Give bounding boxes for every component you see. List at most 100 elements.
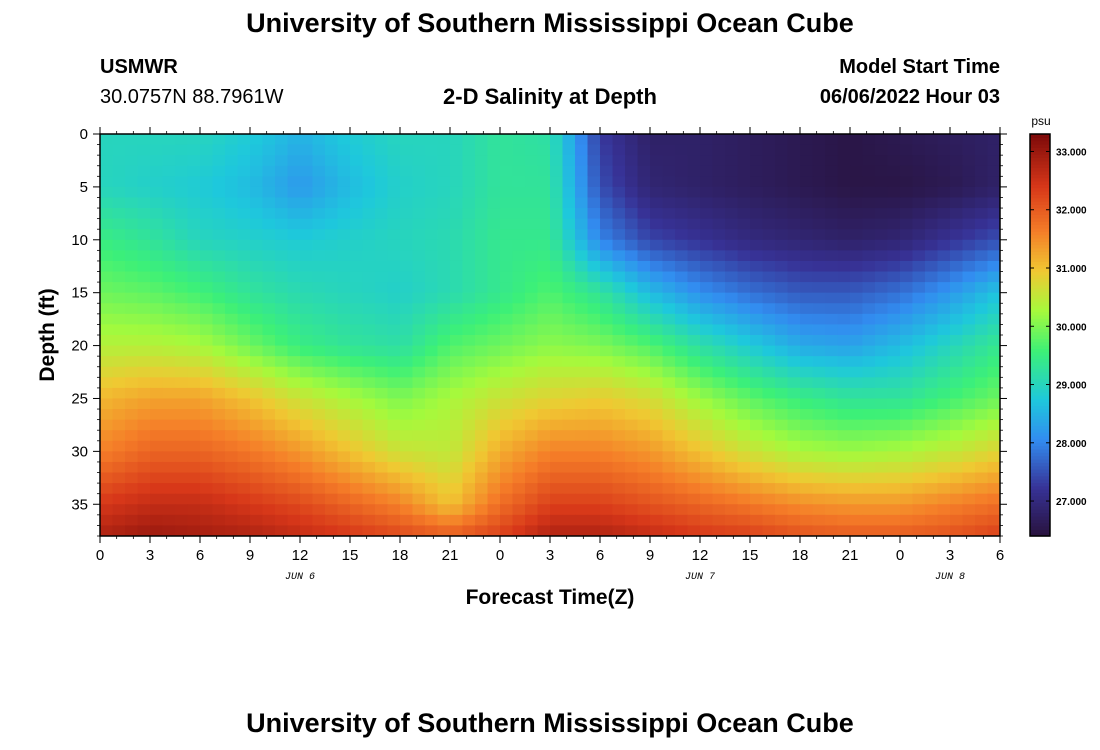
heatmap-cell bbox=[762, 461, 776, 474]
heatmap-cell bbox=[637, 377, 651, 389]
heatmap-cell bbox=[837, 313, 851, 326]
heatmap-cell bbox=[837, 514, 851, 527]
heatmap-cell bbox=[262, 155, 276, 167]
heatmap-cell bbox=[912, 239, 926, 251]
heatmap-cell bbox=[625, 134, 639, 146]
colorbar-segment bbox=[1030, 438, 1050, 443]
heatmap-cell bbox=[325, 419, 339, 431]
heatmap-cell bbox=[287, 377, 301, 389]
heatmap-cell bbox=[900, 271, 914, 283]
heatmap-cell bbox=[725, 514, 739, 527]
heatmap-cell bbox=[450, 377, 464, 389]
heatmap-cell bbox=[137, 377, 151, 389]
heatmap-cell bbox=[187, 366, 201, 378]
heatmap-cell bbox=[262, 303, 276, 315]
heatmap-cell bbox=[312, 155, 326, 167]
heatmap-cell bbox=[962, 324, 976, 336]
colorbar-segment bbox=[1030, 187, 1050, 192]
heatmap-cell bbox=[912, 165, 926, 177]
heatmap-cell bbox=[850, 260, 864, 273]
heatmap-cell bbox=[912, 197, 926, 209]
heatmap-cell bbox=[850, 303, 864, 315]
heatmap-cell bbox=[625, 430, 639, 442]
heatmap-cell bbox=[887, 324, 901, 336]
heatmap-cell bbox=[675, 356, 689, 368]
heatmap-cell bbox=[975, 440, 989, 452]
heatmap-cell bbox=[675, 345, 689, 357]
heatmap-cell bbox=[587, 292, 601, 304]
heatmap-cell bbox=[750, 218, 764, 230]
heatmap-cell bbox=[925, 377, 939, 389]
heatmap-cell bbox=[650, 239, 664, 251]
heatmap-cell bbox=[600, 260, 614, 273]
heatmap-cell bbox=[912, 134, 926, 146]
heatmap-cell bbox=[100, 514, 114, 527]
heatmap-cell bbox=[687, 387, 701, 400]
heatmap-cell bbox=[387, 155, 401, 167]
colorbar-segment bbox=[1030, 268, 1050, 272]
heatmap-cell bbox=[237, 239, 251, 251]
heatmap-cell bbox=[187, 197, 201, 209]
heatmap-cell bbox=[712, 260, 726, 273]
heatmap-cell bbox=[587, 313, 601, 326]
heatmap-cell bbox=[725, 229, 739, 241]
heatmap-cell bbox=[312, 165, 326, 177]
heatmap-cell bbox=[137, 409, 151, 421]
heatmap-cell bbox=[662, 282, 676, 294]
heatmap-cell bbox=[337, 271, 351, 283]
heatmap-cell bbox=[662, 419, 676, 431]
heatmap-cell bbox=[575, 303, 589, 315]
heatmap-cell bbox=[937, 155, 951, 167]
heatmap-cell bbox=[225, 313, 239, 326]
heatmap-cell bbox=[637, 324, 651, 336]
heatmap-cell bbox=[475, 504, 489, 516]
heatmap-cell bbox=[687, 525, 701, 536]
colorbar-segment bbox=[1030, 465, 1050, 470]
heatmap-cell bbox=[375, 144, 389, 156]
heatmap-cell bbox=[325, 335, 339, 347]
heatmap-cell bbox=[762, 155, 776, 167]
heatmap-cell bbox=[462, 483, 476, 495]
heatmap-cell bbox=[825, 134, 839, 146]
heatmap-cell bbox=[537, 218, 551, 230]
heatmap-cell bbox=[712, 451, 726, 463]
heatmap-cell bbox=[412, 345, 426, 357]
heatmap-cell bbox=[150, 398, 164, 410]
heatmap-cell bbox=[700, 134, 714, 146]
heatmap-cell bbox=[187, 504, 201, 516]
heatmap-cell bbox=[600, 377, 614, 389]
heatmap-cell bbox=[825, 377, 839, 389]
heatmap-cell bbox=[425, 345, 439, 357]
heatmap-cell bbox=[987, 303, 1000, 315]
heatmap-cell bbox=[562, 165, 576, 177]
heatmap-cell bbox=[900, 134, 914, 146]
heatmap-cell bbox=[325, 208, 339, 220]
heatmap-cell bbox=[550, 229, 564, 241]
heatmap-cell bbox=[300, 134, 314, 146]
heatmap-cell bbox=[212, 303, 226, 315]
heatmap-cell bbox=[212, 155, 226, 167]
heatmap-cell bbox=[612, 260, 626, 273]
heatmap-cell bbox=[250, 335, 264, 347]
heatmap-cell bbox=[750, 345, 764, 357]
heatmap-cell bbox=[712, 493, 726, 505]
heatmap-cell bbox=[937, 461, 951, 474]
heatmap-cell bbox=[412, 303, 426, 315]
heatmap-cell bbox=[475, 387, 489, 400]
heatmap-cell bbox=[987, 366, 1000, 378]
heatmap-cell bbox=[425, 324, 439, 336]
heatmap-cell bbox=[637, 366, 651, 378]
heatmap-cell bbox=[375, 409, 389, 421]
colorbar-segment bbox=[1030, 247, 1050, 252]
heatmap-cell bbox=[962, 313, 976, 326]
heatmap-cell bbox=[812, 335, 826, 347]
heatmap-cell bbox=[400, 377, 414, 389]
heatmap-cell bbox=[100, 165, 114, 177]
heatmap-cell bbox=[987, 409, 1000, 421]
heatmap-cell bbox=[737, 313, 751, 326]
heatmap-cell bbox=[162, 387, 176, 400]
heatmap-cell bbox=[887, 430, 901, 442]
heatmap-cell bbox=[737, 430, 751, 442]
heatmap-cell bbox=[925, 144, 939, 156]
heatmap-cell bbox=[712, 356, 726, 368]
